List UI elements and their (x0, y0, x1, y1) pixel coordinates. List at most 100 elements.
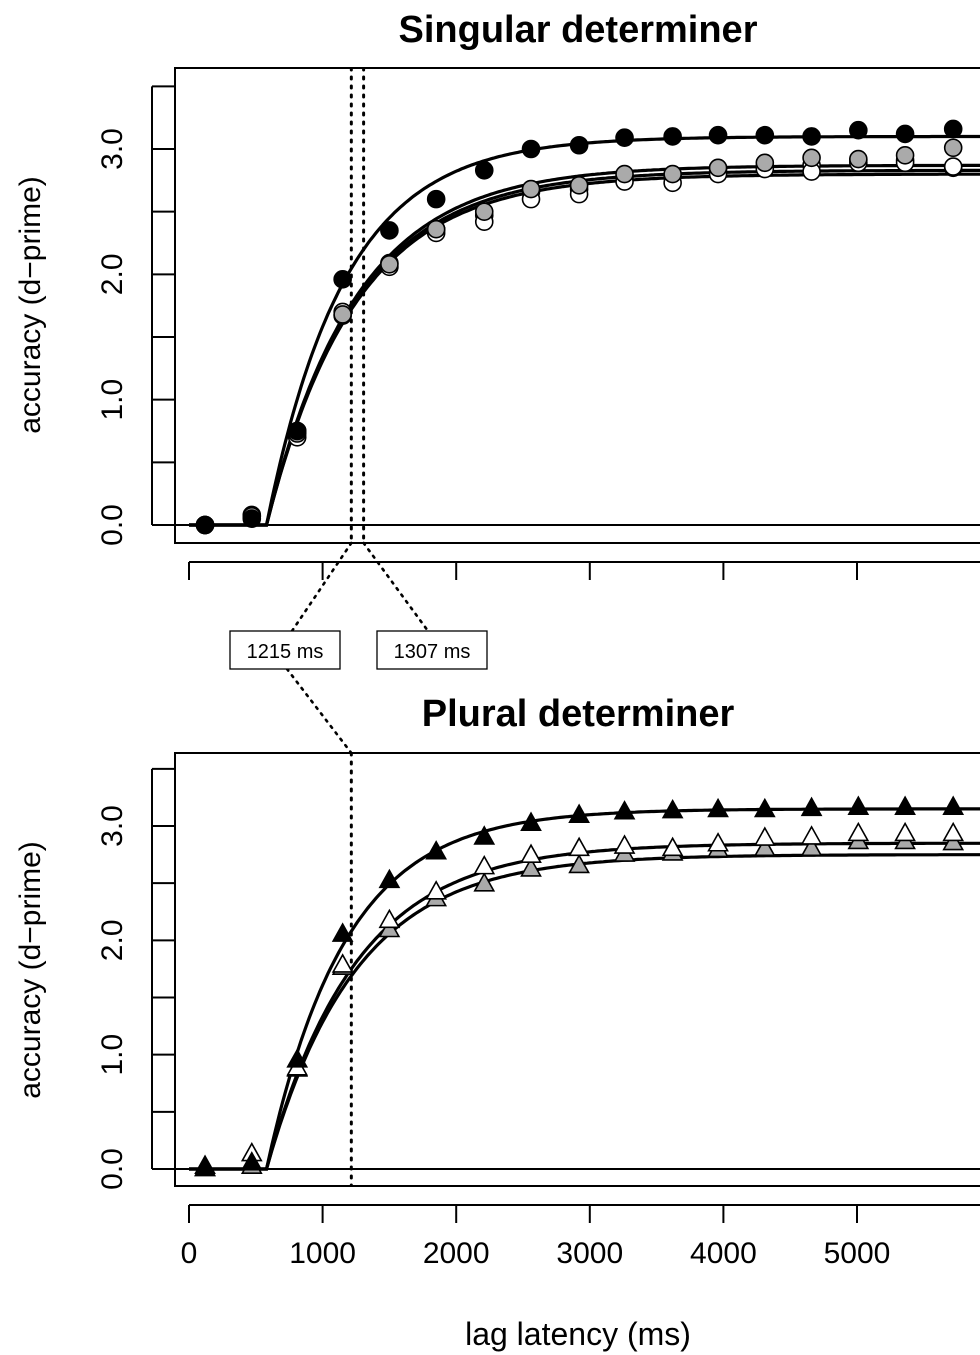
x-tick-label: 0 (181, 1237, 198, 1270)
plural-panel: Plural determiner accuracy (d−prime) 0.0… (14, 693, 980, 1352)
y-tick-label: 3.0 (96, 128, 129, 170)
data-point (380, 255, 399, 274)
data-point (708, 125, 728, 145)
y-tick-label: 3.0 (96, 805, 129, 847)
data-point (240, 1151, 263, 1171)
data-point (849, 149, 868, 169)
x-tick-label: 4000 (690, 1237, 757, 1270)
data-point (802, 148, 821, 168)
data-point (520, 843, 542, 863)
data-point (195, 515, 215, 535)
data-point (426, 189, 446, 209)
data-point (942, 821, 965, 842)
series-1 (195, 119, 963, 535)
data-point (378, 868, 401, 889)
data-point (613, 800, 636, 820)
data-point (568, 853, 590, 874)
x-axis-label: lag latency (ms) (465, 1316, 691, 1352)
data-point (473, 872, 496, 892)
data-point (755, 125, 775, 145)
data-point (942, 795, 965, 815)
data-point (895, 124, 915, 144)
y-axis-label: accuracy (d−prime) (14, 176, 47, 434)
data-point (894, 795, 916, 815)
fit-curve-2 (189, 841, 980, 1171)
connector-1307 (362, 541, 430, 633)
x-tick-label: 5000 (824, 1237, 891, 1270)
fitted-curves (189, 134, 980, 527)
data-point (661, 836, 684, 857)
data-point (474, 202, 494, 221)
data-point (287, 421, 307, 441)
fit-curve-1 (189, 134, 980, 527)
data-point (615, 164, 634, 184)
data-point (895, 145, 915, 165)
plot-frame (174, 67, 980, 544)
data-point (425, 880, 448, 900)
connector-1215-lower (285, 667, 353, 755)
data-point (569, 176, 589, 195)
x-tick-label: 1000 (289, 1237, 356, 1270)
fitted-curves (189, 807, 980, 1171)
data-point (800, 825, 823, 845)
data-point (474, 161, 494, 180)
annotation-label: 1307 ms (394, 641, 471, 663)
data-point (521, 179, 541, 199)
data-point (426, 219, 446, 239)
series-2 (194, 821, 965, 1174)
data-point (847, 821, 870, 842)
data-point (943, 157, 963, 176)
data-point (331, 922, 354, 942)
data-point (242, 509, 262, 529)
data-point (568, 803, 590, 823)
data-point (380, 221, 399, 240)
plot-frame (174, 752, 980, 1187)
data-point (520, 857, 542, 877)
data-point (847, 795, 870, 815)
y-axis: 0.0 1.0 2.0 3.0 (96, 85, 175, 546)
series-4 (195, 150, 963, 535)
x-axis (188, 561, 980, 580)
singular-panel: Singular determiner accuracy (d−prime) 0… (14, 9, 980, 580)
y-tick-label: 2.0 (96, 253, 129, 295)
data-point (943, 119, 963, 139)
series-3 (194, 829, 965, 1177)
chart-title: Singular determiner (399, 9, 758, 51)
fit-curve-3 (189, 168, 980, 527)
data-point (521, 139, 541, 159)
y-axis: 0.0 1.0 2.0 3.0 (96, 767, 175, 1190)
data-point (378, 908, 401, 929)
data-point (707, 832, 729, 852)
data-points (195, 119, 963, 535)
data-point (849, 120, 868, 140)
data-point (425, 840, 448, 860)
data-point (331, 953, 354, 973)
data-point (568, 836, 590, 857)
connector-1215 (290, 541, 353, 633)
data-point (753, 797, 776, 818)
data-points (194, 795, 965, 1177)
fit-curve-4 (189, 172, 980, 527)
data-point (613, 834, 636, 854)
fit-curve-1 (189, 807, 980, 1171)
annotation-box (376, 630, 488, 670)
data-point (194, 1156, 216, 1177)
series-1 (194, 795, 965, 1177)
y-axis-label: accuracy (d−prime) (14, 841, 47, 1099)
annotation-box (229, 630, 341, 670)
data-point (286, 1048, 309, 1068)
annotation-label: 1215 ms (247, 641, 324, 663)
x-axis: 0 1000 2000 3000 4000 5000 (181, 1204, 980, 1270)
data-point (753, 836, 776, 857)
chart-title: Plural determiner (422, 693, 735, 735)
x-tick-label: 2000 (423, 1237, 490, 1270)
data-point (473, 825, 496, 845)
fit-curve-3 (189, 853, 980, 1171)
data-point (520, 811, 542, 831)
annotation-1215: 1215 ms (229, 630, 341, 670)
data-point (943, 138, 963, 158)
data-point (894, 821, 916, 842)
y-tick-label: 1.0 (96, 1034, 129, 1076)
x-tick-label: 3000 (556, 1237, 623, 1270)
